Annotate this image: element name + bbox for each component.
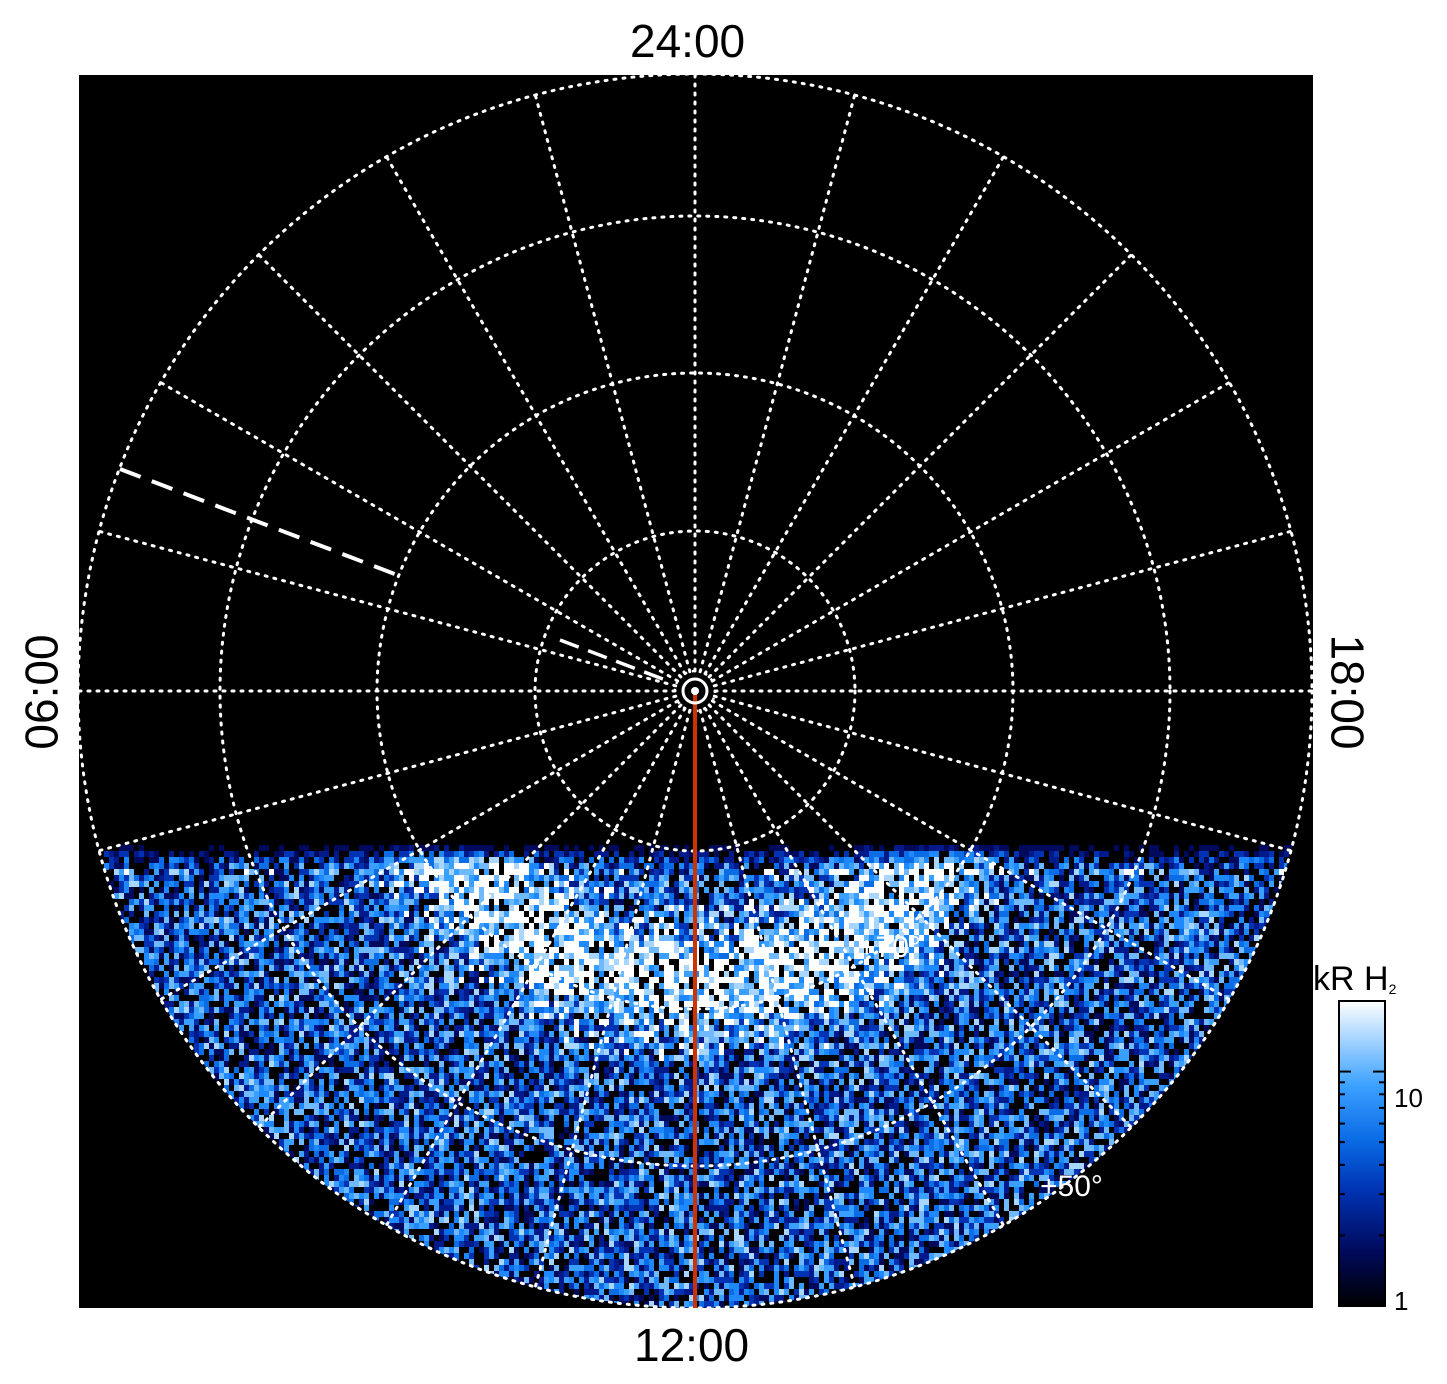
longitude-spoke [712,694,1293,853]
longitude-spoke [533,93,692,674]
longitude-spoke [698,93,857,674]
longitude-spoke [707,703,1133,1129]
dashed-reference-line-inner [559,638,669,683]
longitude-spoke [97,694,678,853]
longitude-spoke [707,253,1133,679]
dashed-reference-line-outer [119,467,401,578]
local-time-label-top: 24:00 [630,15,746,67]
longitude-spoke [385,155,687,676]
colorbar-tick-label-10: 10 [1394,1083,1423,1113]
longitude-spoke [97,529,678,688]
longitude-spoke [710,699,1231,1001]
colorbar-ticks [1339,1000,1385,1307]
longitude-spoke [533,708,692,1289]
longitude-spoke [710,381,1231,683]
longitude-spoke [257,253,683,679]
longitude-spoke [712,529,1293,688]
latitude-longitude-grid [79,75,1313,1308]
longitude-spoke [703,155,1005,676]
pole-marker-dot [691,687,699,695]
colorbar-title-subscript: 2 [1388,981,1397,997]
longitude-spoke [159,381,680,683]
longitude-spoke [257,703,683,1129]
colorbar-tick-label-1: 1 [1394,1286,1409,1316]
latitude-label-70: +70° [858,931,921,964]
longitude-spoke [698,708,857,1289]
colorbar-title: kR H2 [1313,960,1396,999]
longitude-spoke [385,706,687,1227]
pole-marker-outer [681,677,709,705]
local-time-label-bottom: 12:00 [634,1319,750,1371]
longitude-spoke [159,699,680,1001]
longitude-spoke [703,706,1005,1227]
colorbar-title-main: kR H [1313,960,1389,998]
colorbar [1338,1000,1386,1307]
latitude-label-50: +50° [1040,1170,1103,1203]
